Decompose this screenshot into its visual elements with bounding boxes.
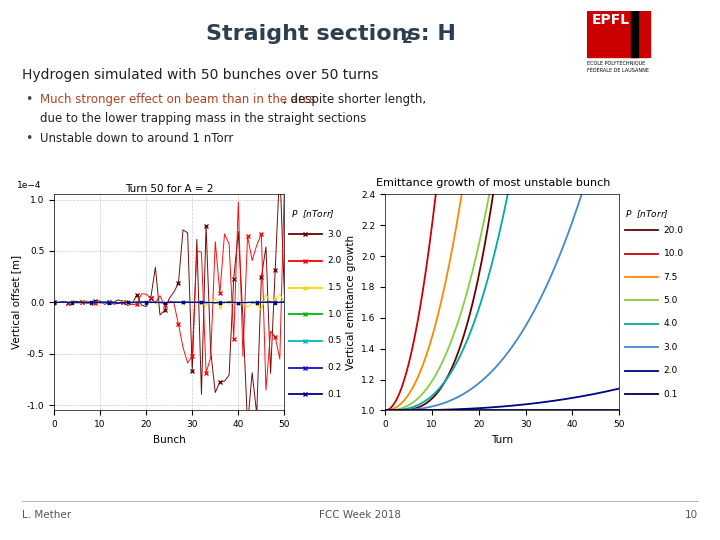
Text: 1.5: 1.5	[328, 283, 342, 292]
Text: 2.0: 2.0	[328, 256, 342, 265]
Bar	[587, 11, 650, 57]
Text: 20.0: 20.0	[664, 226, 684, 235]
Text: ECOLE POLYTECHNIQUE: ECOLE POLYTECHNIQUE	[587, 60, 645, 65]
Y-axis label: Vertical emittance growth: Vertical emittance growth	[346, 235, 356, 370]
Text: Much stronger effect on beam than in the arcs: Much stronger effect on beam than in the…	[40, 93, 315, 106]
Text: 4.0: 4.0	[664, 319, 678, 328]
Text: $P$  [nTorr]: $P$ [nTorr]	[625, 208, 669, 220]
Text: FÉDÉRALE DE LAUSANNE: FÉDÉRALE DE LAUSANNE	[587, 68, 649, 73]
Text: L. Mether: L. Mether	[22, 510, 71, 521]
Text: 10.0: 10.0	[664, 249, 684, 258]
Text: Hydrogen simulated with 50 bunches over 50 turns: Hydrogen simulated with 50 bunches over …	[22, 68, 378, 82]
Text: EPFL: EPFL	[592, 12, 630, 26]
Text: , despite shorter length,: , despite shorter length,	[283, 93, 426, 106]
Text: 0.1: 0.1	[664, 390, 678, 399]
Text: 2: 2	[402, 31, 413, 46]
Text: 0.2: 0.2	[328, 363, 342, 372]
Text: 3.0: 3.0	[328, 230, 342, 239]
Bar	[631, 11, 638, 57]
Text: 0.1: 0.1	[328, 390, 342, 399]
Title: Turn 50 for A = 2: Turn 50 for A = 2	[125, 184, 213, 194]
Text: •: •	[25, 93, 32, 106]
Text: Straight sections: H: Straight sections: H	[206, 24, 456, 44]
Text: 1.0: 1.0	[328, 310, 342, 319]
Y-axis label: Vertical offset [m]: Vertical offset [m]	[11, 255, 21, 349]
Text: FCC Week 2018: FCC Week 2018	[319, 510, 401, 521]
Text: •: •	[25, 132, 32, 145]
Text: Emittance growth of most unstable bunch: Emittance growth of most unstable bunch	[376, 178, 611, 188]
Text: 3.0: 3.0	[664, 343, 678, 352]
Text: due to the lower trapping mass in the straight sections: due to the lower trapping mass in the st…	[40, 112, 366, 125]
Text: 5.0: 5.0	[664, 296, 678, 305]
Text: $P$  [nTorr]: $P$ [nTorr]	[291, 208, 335, 220]
Text: 1e−4: 1e−4	[17, 181, 42, 190]
Text: Unstable down to around 1 nTorr: Unstable down to around 1 nTorr	[40, 132, 233, 145]
X-axis label: Turn: Turn	[491, 435, 513, 444]
Text: 7.5: 7.5	[664, 273, 678, 281]
Text: 2.0: 2.0	[664, 366, 678, 375]
Text: 10: 10	[685, 510, 698, 521]
Text: 0.5: 0.5	[328, 336, 342, 346]
X-axis label: Bunch: Bunch	[153, 435, 186, 444]
